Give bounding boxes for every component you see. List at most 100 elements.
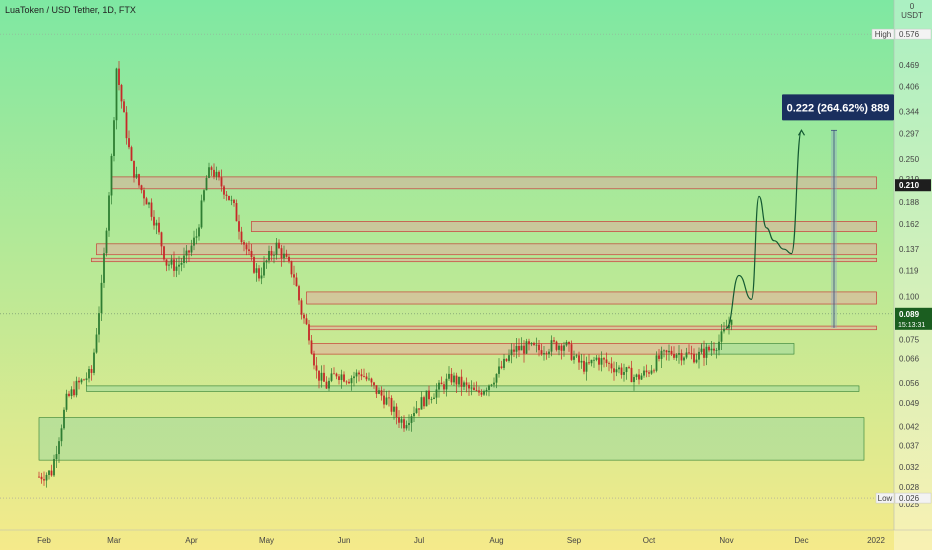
candle-body (100, 282, 103, 314)
candle-body (648, 372, 650, 374)
candle-body (468, 384, 470, 389)
candle-body (320, 372, 323, 381)
candle-body (628, 367, 630, 368)
candle-body (558, 345, 560, 350)
candle-body (170, 259, 173, 265)
candle-body (140, 185, 143, 191)
candle-body (483, 391, 485, 395)
candle-body (503, 358, 505, 368)
candle-body (460, 376, 463, 387)
candle-body (425, 390, 428, 407)
candle-body (585, 362, 588, 372)
candle-body (220, 177, 223, 187)
candle-body (535, 344, 538, 346)
candle-body (500, 366, 503, 368)
candle-body (135, 174, 138, 178)
candle-body (60, 428, 63, 442)
candle-body (168, 264, 170, 266)
candle-body (183, 255, 185, 263)
candle-body (448, 373, 450, 379)
candle-body (418, 408, 420, 410)
candle-body (445, 378, 448, 390)
candle-body (255, 268, 258, 273)
candle-body (698, 351, 700, 360)
candle-body (470, 387, 473, 389)
candle-body (280, 248, 283, 259)
candle-body (315, 365, 318, 371)
candle-body (625, 367, 628, 373)
current-price-badge (895, 307, 932, 330)
price-tick-label: 0.025 (899, 500, 920, 509)
candle-body (208, 167, 210, 178)
resistance-zone (111, 176, 877, 190)
candle-body (453, 375, 455, 383)
candle-body (138, 174, 140, 186)
candle-body (233, 199, 235, 204)
support-zone (38, 417, 865, 461)
chart-title: LuaToken / USD Tether, 1D, FTX (5, 5, 136, 15)
candle-body (268, 250, 270, 261)
candle-body (200, 200, 203, 228)
candle-body (288, 256, 290, 262)
candle-body (85, 378, 88, 381)
candle-body (78, 380, 80, 383)
candle-body (303, 314, 305, 319)
time-tick-label: Sep (567, 536, 582, 545)
candle-body (178, 264, 180, 267)
candle-body (573, 356, 575, 360)
candle-body (328, 380, 330, 389)
price-tick-label: 0.297 (899, 129, 920, 138)
measure-label: 0.222 (264.62%) 889 (787, 102, 890, 114)
candle-body (215, 171, 218, 177)
candle-body (678, 353, 680, 355)
candle-body (600, 358, 603, 365)
candle-body (223, 186, 225, 195)
candle-body (515, 345, 518, 352)
candle-body (570, 344, 573, 360)
candle-body (65, 393, 68, 410)
candle-body (465, 382, 468, 385)
time-tick-label: 2022 (867, 536, 885, 545)
candle-body (50, 470, 53, 476)
candle-body (653, 370, 655, 372)
candle-body (270, 250, 273, 256)
candle-body (293, 274, 295, 278)
candle-body (163, 246, 165, 260)
candle-body (113, 120, 115, 156)
candle-body (645, 370, 648, 373)
candle-body (658, 355, 660, 359)
candle-body (643, 370, 645, 376)
low-value-label: 0.026 (899, 494, 920, 503)
price-tick-label: 0.137 (899, 245, 920, 254)
candle-body (265, 260, 268, 263)
candle-body (635, 374, 638, 378)
candle-body (520, 345, 523, 351)
candle-body (478, 390, 480, 393)
candle-body (275, 242, 278, 255)
candle-body (190, 245, 193, 253)
candle-body (725, 328, 728, 330)
resistance-zone (96, 243, 877, 256)
time-tick-label: Oct (643, 536, 656, 545)
candle-body (338, 376, 340, 380)
candle-body (248, 249, 250, 251)
candle-body (603, 358, 605, 360)
candle-body (185, 250, 188, 256)
candle-body (428, 390, 430, 400)
price-tick-label: 0.056 (899, 379, 920, 388)
price-tick-label: 0.188 (899, 198, 920, 207)
candle-body (368, 378, 370, 380)
candle-body (360, 374, 363, 377)
candle-body (540, 350, 543, 355)
high-tag-box (871, 28, 895, 40)
candle-body (363, 376, 365, 377)
candle-body (583, 360, 585, 372)
candle-body (420, 397, 423, 410)
candle-body (673, 353, 675, 358)
candle-body (175, 266, 178, 271)
candle-body (490, 384, 493, 386)
candle-body (565, 342, 568, 346)
candle-body (180, 262, 183, 265)
candle-body (513, 349, 515, 352)
